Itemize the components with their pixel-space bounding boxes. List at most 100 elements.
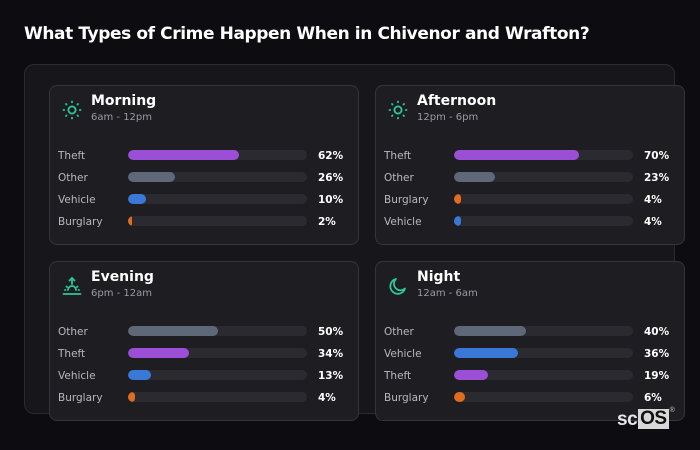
bar-value: 19% bbox=[644, 370, 670, 382]
bar-row: Other 26% bbox=[58, 169, 358, 191]
bar-value: 50% bbox=[318, 326, 344, 338]
bar-track bbox=[454, 326, 633, 336]
logo-registered: ® bbox=[669, 407, 675, 414]
bar-value: 4% bbox=[644, 194, 662, 206]
bar-label: Vehicle bbox=[58, 194, 96, 206]
bar-value: 4% bbox=[318, 392, 336, 404]
bar-track bbox=[454, 216, 633, 226]
bar-label: Other bbox=[384, 172, 414, 184]
bar-row: Burglary 4% bbox=[58, 389, 358, 411]
card-title: Night bbox=[417, 269, 461, 285]
scos-logo: sc OS ® bbox=[617, 407, 675, 431]
bar-label: Theft bbox=[384, 150, 412, 162]
bar-row: Other 23% bbox=[384, 169, 684, 191]
card-time-range: 6am - 12pm bbox=[91, 112, 153, 123]
bar-list: Other 40% Vehicle 36% Theft 19% Burglary 6% bbox=[384, 323, 684, 411]
bar-track bbox=[128, 392, 307, 402]
bar-value: 34% bbox=[318, 348, 344, 360]
bar-label: Vehicle bbox=[384, 216, 422, 228]
bar-row: Theft 62% bbox=[58, 147, 358, 169]
bar-track bbox=[128, 370, 307, 380]
bar-fill bbox=[454, 348, 519, 358]
bar-track bbox=[454, 150, 633, 160]
bar-fill bbox=[128, 194, 146, 204]
bar-fill bbox=[128, 326, 218, 336]
bar-label: Burglary bbox=[58, 392, 103, 404]
bar-fill bbox=[454, 172, 496, 182]
bar-label: Theft bbox=[58, 150, 86, 162]
bar-track bbox=[128, 150, 307, 160]
card-time-range: 6pm - 12am bbox=[91, 288, 153, 299]
bar-label: Burglary bbox=[58, 216, 103, 228]
bar-row: Vehicle 13% bbox=[58, 367, 358, 389]
bar-row: Other 40% bbox=[384, 323, 684, 345]
card-afternoon: Afternoon 12pm - 6pm Theft 70% Other 23% Burgl… bbox=[375, 85, 685, 245]
bar-row: Burglary 2% bbox=[58, 213, 358, 235]
bar-track bbox=[454, 348, 633, 358]
bar-label: Theft bbox=[384, 370, 412, 382]
bar-value: 10% bbox=[318, 194, 344, 206]
bar-label: Theft bbox=[58, 348, 86, 360]
card-title: Evening bbox=[91, 269, 154, 285]
sun-icon bbox=[62, 100, 82, 120]
card-header: Evening 6pm - 12am bbox=[62, 269, 154, 300]
card-header: Morning 6am - 12pm bbox=[62, 93, 156, 124]
bar-track bbox=[128, 172, 307, 182]
bar-fill bbox=[128, 150, 239, 160]
bar-label: Other bbox=[58, 326, 88, 338]
bar-row: Burglary 4% bbox=[384, 191, 684, 213]
bar-fill bbox=[454, 370, 488, 380]
bar-value: 40% bbox=[644, 326, 670, 338]
bar-value: 13% bbox=[318, 370, 344, 382]
bar-value: 36% bbox=[644, 348, 670, 360]
bar-fill bbox=[128, 172, 175, 182]
card-time-range: 12am - 6am bbox=[417, 288, 478, 299]
bar-fill bbox=[454, 392, 465, 402]
bar-row: Other 50% bbox=[58, 323, 358, 345]
bar-track bbox=[454, 172, 633, 182]
bar-row: Theft 34% bbox=[58, 345, 358, 367]
bar-value: 26% bbox=[318, 172, 344, 184]
card-header: Afternoon 12pm - 6pm bbox=[388, 93, 496, 124]
bar-value: 62% bbox=[318, 150, 344, 162]
bar-row: Burglary 6% bbox=[384, 389, 684, 411]
sunset-icon bbox=[62, 276, 82, 296]
bar-label: Vehicle bbox=[58, 370, 96, 382]
sun-icon bbox=[388, 100, 408, 120]
bar-row: Theft 70% bbox=[384, 147, 684, 169]
bar-fill bbox=[128, 370, 152, 380]
logo-os: OS bbox=[638, 408, 669, 429]
bar-row: Vehicle 36% bbox=[384, 345, 684, 367]
bar-value: 70% bbox=[644, 150, 670, 162]
bar-track bbox=[128, 216, 307, 226]
bar-fill bbox=[454, 194, 462, 204]
bar-fill bbox=[454, 326, 526, 336]
bar-label: Other bbox=[384, 326, 414, 338]
bar-fill bbox=[128, 348, 189, 358]
bar-list: Theft 62% Other 26% Vehicle 10% Burglary 2% bbox=[58, 147, 358, 235]
bar-label: Other bbox=[58, 172, 88, 184]
bar-row: Theft 19% bbox=[384, 367, 684, 389]
bar-track bbox=[128, 326, 307, 336]
bar-label: Burglary bbox=[384, 194, 429, 206]
bar-label: Vehicle bbox=[384, 348, 422, 360]
card-night: Night 12am - 6am Other 40% Vehicle 36% Theft 19… bbox=[375, 261, 685, 421]
card-morning: Morning 6am - 12pm Theft 62% Other 26% Vehicle… bbox=[49, 85, 359, 245]
bar-track bbox=[454, 392, 633, 402]
bar-value: 6% bbox=[644, 392, 662, 404]
bar-list: Other 50% Theft 34% Vehicle 13% Burglary 4% bbox=[58, 323, 358, 411]
bar-list: Theft 70% Other 23% Burglary 4% Vehicle 4% bbox=[384, 147, 684, 235]
bar-value: 23% bbox=[644, 172, 670, 184]
card-title: Morning bbox=[91, 93, 157, 109]
bar-value: 2% bbox=[318, 216, 336, 228]
bar-fill bbox=[454, 216, 462, 226]
card-title: Afternoon bbox=[417, 93, 497, 109]
logo-sc: sc bbox=[617, 409, 638, 430]
card-evening: Evening 6pm - 12am Other 50% Theft 34% Vehicle… bbox=[49, 261, 359, 421]
card-time-range: 12pm - 6pm bbox=[417, 112, 479, 123]
bar-fill bbox=[128, 216, 132, 226]
bar-track bbox=[454, 370, 633, 380]
bar-fill bbox=[454, 150, 580, 160]
page-title: What Types of Crime Happen When in Chive… bbox=[24, 24, 590, 44]
bar-track bbox=[454, 194, 633, 204]
